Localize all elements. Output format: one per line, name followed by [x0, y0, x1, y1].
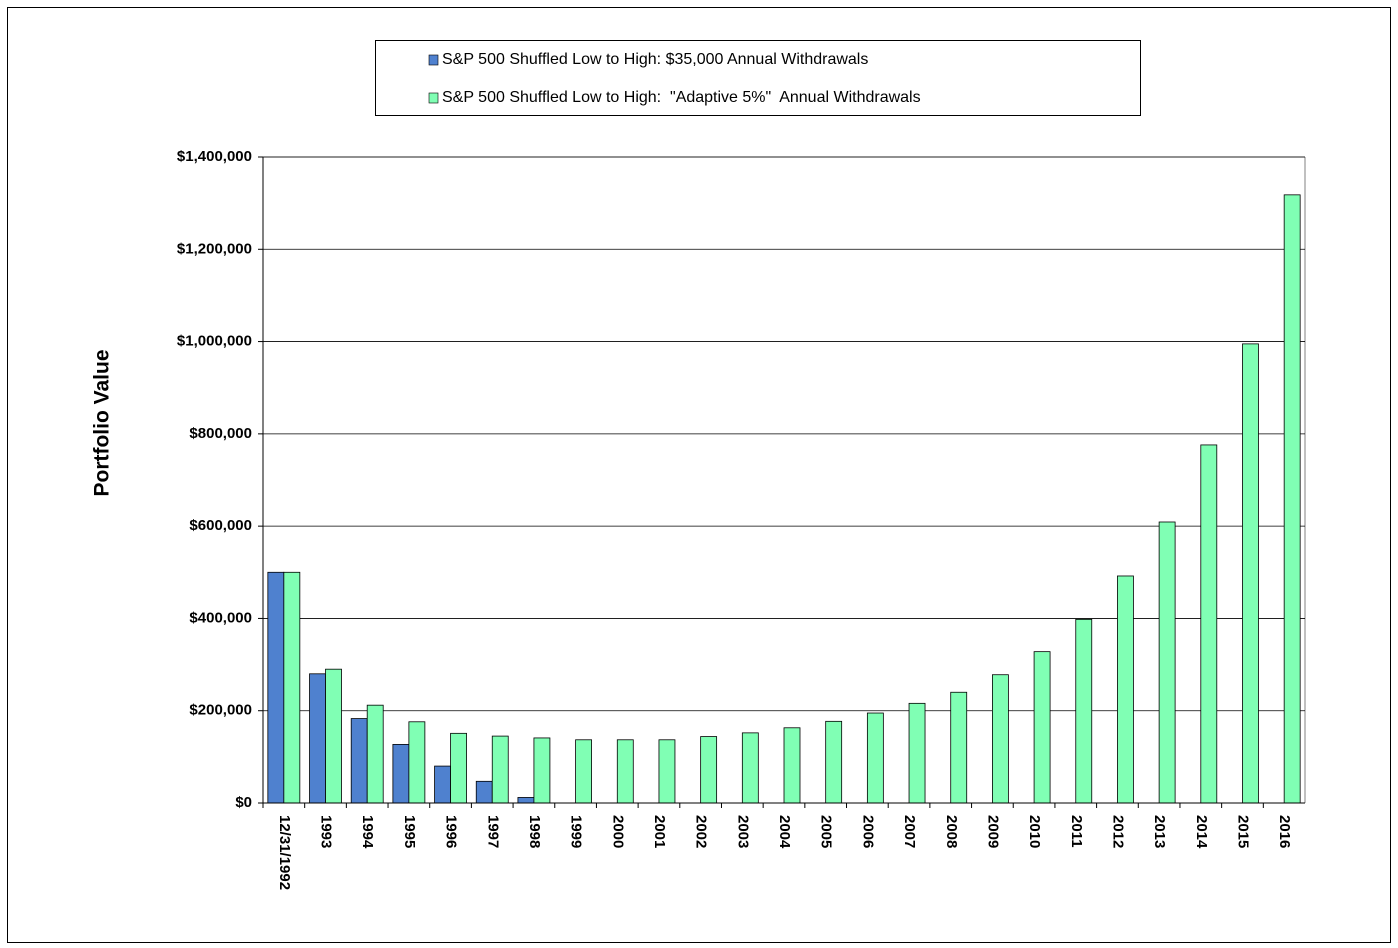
y-tick-label: $1,400,000 [177, 148, 252, 165]
x-tick-label: 2002 [693, 815, 710, 848]
bar [575, 739, 592, 804]
x-tick-label: 1994 [359, 815, 376, 849]
bar [658, 739, 676, 804]
x-tick-label: 1993 [318, 815, 335, 848]
x-tick-label: 2006 [859, 815, 876, 848]
x-tick-label: 2000 [609, 815, 626, 848]
y-tick-label: $400,000 [189, 609, 252, 626]
bar [908, 702, 926, 804]
x-tick-label: 2007 [901, 815, 918, 848]
x-tick-label: 2005 [818, 815, 835, 848]
bar [475, 780, 493, 804]
y-tick-label: $200,000 [189, 702, 252, 719]
bar [783, 727, 801, 804]
x-tick-label: 2003 [734, 815, 751, 848]
legend-box [375, 40, 1141, 116]
bar [434, 765, 451, 804]
y-tick-label: $1,200,000 [177, 240, 252, 257]
bar [1200, 444, 1218, 804]
bar [408, 721, 426, 804]
bar [1283, 194, 1301, 804]
bar [491, 735, 509, 804]
bar [700, 736, 718, 804]
x-tick-label: 2015 [1235, 815, 1252, 848]
bar [350, 718, 368, 804]
y-tick-label: $600,000 [189, 517, 252, 534]
bar [825, 720, 843, 804]
x-tick-label: 12/31/1992 [276, 815, 293, 890]
x-tick-label: 2001 [651, 815, 668, 848]
legend-label: S&P 500 Shuffled Low to High: $35,000 An… [442, 51, 868, 68]
y-axis-title: Portfolio Value [91, 349, 114, 496]
bar [517, 797, 535, 804]
x-tick-label: 2010 [1026, 815, 1043, 848]
x-tick-label: 2004 [776, 815, 793, 849]
x-tick-label: 1996 [443, 815, 460, 848]
bar [392, 743, 410, 804]
x-tick-label: 1999 [568, 815, 585, 848]
x-tick-label: 2012 [1109, 815, 1126, 848]
x-tick-label: 1997 [484, 815, 501, 848]
x-tick-label: 2011 [1068, 815, 1085, 848]
bar [450, 732, 467, 804]
y-tick-label: $1,000,000 [177, 333, 252, 350]
bar [741, 732, 759, 804]
bar [309, 673, 326, 804]
x-tick-label: 1998 [526, 815, 543, 848]
bar [1033, 651, 1051, 804]
y-tick-label: $800,000 [189, 425, 252, 442]
bar [1242, 343, 1259, 804]
x-tick-label: 2016 [1276, 815, 1293, 848]
y-tick-label: $0 [235, 794, 252, 811]
bar [866, 712, 884, 804]
bar [616, 739, 634, 804]
bar [267, 571, 285, 804]
bar [366, 704, 384, 804]
x-tick-label: 2013 [1151, 815, 1168, 848]
legend-swatch [428, 54, 439, 66]
bar [1117, 575, 1134, 804]
bar [1158, 521, 1176, 804]
x-tick-label: 2008 [943, 815, 960, 848]
bar [533, 737, 551, 804]
bar [283, 571, 301, 804]
bar [992, 674, 1009, 804]
bar [1075, 618, 1093, 804]
bar [325, 668, 342, 804]
legend-label: S&P 500 Shuffled Low to High: "Adaptive … [442, 89, 921, 106]
bar [950, 691, 968, 804]
x-tick-label: 2009 [984, 815, 1001, 848]
legend-swatch [428, 92, 439, 104]
x-tick-label: 2014 [1193, 815, 1210, 849]
x-tick-label: 1995 [401, 815, 418, 848]
